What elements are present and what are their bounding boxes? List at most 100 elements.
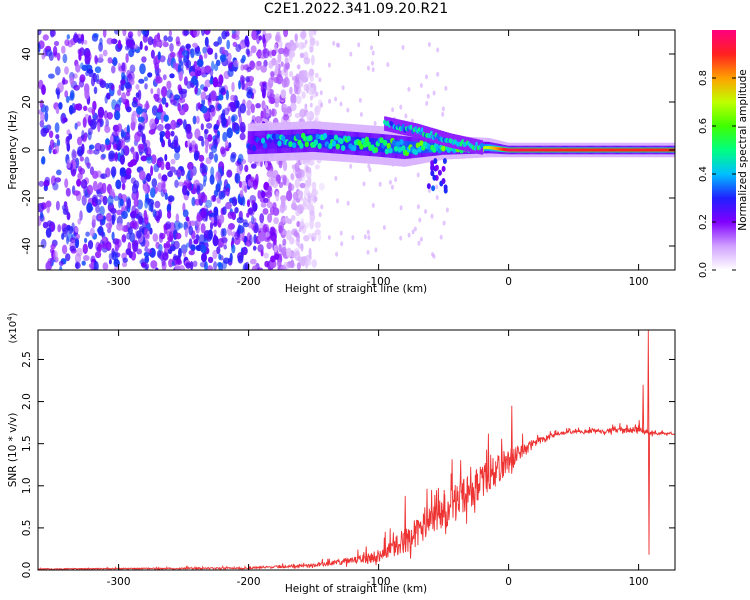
spectrogram-cell xyxy=(164,123,172,130)
spectrogram-cell xyxy=(367,163,371,169)
spectrogram-cell xyxy=(317,233,322,242)
spectrogram-cell xyxy=(274,93,281,104)
spectrogram-cell xyxy=(405,141,408,155)
spectrogram-cell xyxy=(295,237,301,247)
spectrogram-cell xyxy=(87,240,94,250)
spectrogram-cell xyxy=(39,213,45,222)
spectrogram-cell xyxy=(349,136,352,150)
spectrogram-cell xyxy=(339,230,343,236)
spectrogram-cell xyxy=(418,217,422,223)
spectrogram-cell xyxy=(274,34,280,42)
spectrogram-cell xyxy=(431,185,436,192)
spectrogram-cell xyxy=(102,30,107,38)
spectrogram-cell xyxy=(301,134,304,148)
spectrogram-cell xyxy=(199,261,207,268)
spectrogram-cell xyxy=(315,133,320,140)
spectrogram-cell xyxy=(251,215,255,225)
spectrogram-cell xyxy=(189,261,194,270)
spectrogram-cell xyxy=(308,30,314,39)
spectrogram-cell xyxy=(304,141,309,148)
spectrogram-cell xyxy=(45,227,52,238)
spectrogram-cell xyxy=(140,155,148,162)
spectrogram-cell xyxy=(137,143,145,150)
spectrogram-cell xyxy=(77,136,83,146)
spectrogram-cell xyxy=(42,221,49,229)
spectrogram-cell xyxy=(169,51,175,57)
spectrogram-cell xyxy=(441,111,445,117)
spectrogram-cell xyxy=(309,102,313,108)
spectrogram-cell xyxy=(305,166,310,173)
spectrogram-cell xyxy=(223,257,230,264)
spectrogram-cell xyxy=(251,145,257,152)
spectrogram-cell xyxy=(419,83,423,88)
spectrogram-cell xyxy=(264,161,268,168)
spectrogram-cell xyxy=(196,58,204,68)
spectrogram-cell xyxy=(147,72,153,78)
spectrogram-cell xyxy=(346,200,350,206)
spectrogram-cell xyxy=(80,179,88,189)
spectrogram-cell xyxy=(85,162,92,168)
spectrogram-cell xyxy=(75,233,80,240)
spectrogram-cell xyxy=(176,41,181,47)
spectrogram-cell xyxy=(357,42,361,48)
spectrogram-cell xyxy=(335,251,339,257)
spectrogram-cell xyxy=(126,69,131,78)
spectrogram-cell xyxy=(228,223,235,230)
spectrogram-cell xyxy=(351,235,355,241)
spectrogram-cell xyxy=(178,97,186,104)
spectrogram-cell xyxy=(426,93,430,99)
spectrogram-cell xyxy=(321,134,324,148)
spectrogram-cell xyxy=(130,146,135,155)
spectrogram-cell xyxy=(90,118,97,130)
spectrogram-cell xyxy=(311,181,317,190)
spectrogram-cell xyxy=(119,198,124,207)
spectrogram-cell xyxy=(231,244,236,254)
spectrogram-cell xyxy=(255,103,261,109)
spectrogram-cell xyxy=(97,182,104,192)
spectrogram-cell xyxy=(371,67,375,73)
spectrogram-cell xyxy=(320,134,323,148)
spectrogram-cell xyxy=(425,74,428,80)
spectrogram-cell xyxy=(170,130,175,137)
spectrogram-cell xyxy=(144,255,150,264)
spectrogram-cell xyxy=(169,43,174,52)
spectrogram-cell xyxy=(430,170,435,177)
spectrogram-cell xyxy=(212,195,216,202)
spectrogram-cell xyxy=(40,238,47,249)
spectrogram-cell xyxy=(153,163,160,173)
spectrogram-cell xyxy=(76,247,83,257)
spectrogram-cell xyxy=(208,229,214,240)
y-tick-label: -20 xyxy=(21,189,33,206)
x-tick-label: -200 xyxy=(237,576,261,588)
spectrogram-cell xyxy=(268,32,272,39)
spectrogram-cell xyxy=(108,259,112,265)
spectrogram-cell xyxy=(371,60,374,66)
spectrogram-cell xyxy=(91,33,99,42)
spectrogram-cell xyxy=(150,88,154,95)
spectrogram-cell xyxy=(303,83,309,92)
spectrogram-cell xyxy=(266,201,273,209)
spectrogram-cell xyxy=(175,259,182,266)
spectrogram-cell xyxy=(74,122,78,130)
spectrogram-cell xyxy=(271,108,275,117)
spectrogram-cell xyxy=(154,62,160,70)
spectrogram-cell xyxy=(136,248,143,255)
spectrogram-cell xyxy=(367,235,371,240)
spectrogram-cell xyxy=(102,195,108,206)
spectrogram-cell xyxy=(306,111,310,121)
spectrogram-cell xyxy=(120,148,125,157)
spectrogram-cell xyxy=(64,90,69,98)
spectrogram-cell xyxy=(415,141,417,154)
spectrogram-cell xyxy=(306,181,312,187)
spectrogram-cell xyxy=(102,236,106,242)
spectrogram-cell xyxy=(290,42,297,52)
spectrogram-cell xyxy=(217,36,222,45)
spectrogram-cell xyxy=(317,134,320,148)
spectrogram-cell xyxy=(339,138,344,145)
spectrogram-cell xyxy=(401,145,406,152)
spectrogram-cell xyxy=(81,260,86,266)
spectrogram-cell xyxy=(216,246,221,255)
spectrogram-cell xyxy=(119,167,126,175)
spectrogram-cell xyxy=(117,123,123,133)
spectrogram-cell xyxy=(201,105,208,114)
